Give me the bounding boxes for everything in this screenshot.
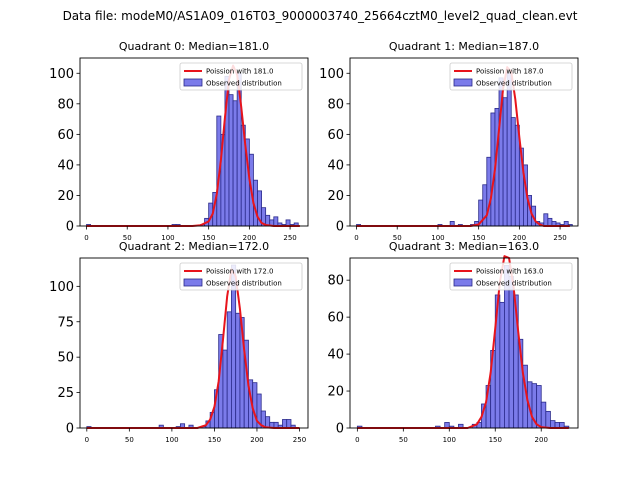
x-tick-label: 0 — [85, 436, 89, 444]
legend-box — [179, 262, 303, 291]
legend-bar-swatch — [453, 278, 473, 287]
x-tick-label: 200 — [513, 234, 526, 242]
axes-frame — [349, 257, 579, 429]
y-tick-label: 20 — [327, 385, 344, 400]
histogram-bar — [550, 420, 556, 429]
x-tick-label: 200 — [243, 234, 256, 242]
legend-box — [179, 62, 303, 91]
x-tick-label: 200 — [250, 436, 263, 444]
histogram-bar — [265, 416, 271, 429]
y-tick-label: 100 — [49, 280, 74, 295]
y-tick-label: 80 — [327, 274, 344, 289]
x-tick-label: 200 — [535, 436, 548, 444]
poisson-curve — [356, 66, 570, 227]
legend-label-poisson: Poission with 172.0 — [206, 268, 274, 276]
legend-bar-swatch — [183, 78, 203, 87]
y-tick-label: 50 — [57, 351, 74, 366]
x-tick-label: 50 — [399, 436, 408, 444]
x-tick-label: 50 — [393, 234, 402, 242]
quadrant-1-panel: Quadrant 1: Median=187.0 0 50 100 150 200 250 0… — [319, 40, 579, 242]
figure-title: Data file: modeM0/AS1A09_016T03_90000037… — [62, 9, 578, 23]
histogram-bar — [273, 216, 279, 227]
x-tick-label: 150 — [489, 436, 502, 444]
x-tick-label: 150 — [472, 234, 485, 242]
x-tick-label: 150 — [208, 436, 221, 444]
histogram-bar — [506, 72, 512, 227]
histogram-bar — [222, 349, 228, 429]
panel-title: Quadrant 0: Median=181.0 — [119, 40, 269, 53]
y-tick-label: 20 — [327, 189, 344, 204]
x-tick-label: 150 — [202, 234, 215, 242]
x-tick-label: 0 — [354, 234, 358, 242]
quadrant-0-panel: Quadrant 0: Median=181.0 0 50 100 150 200 250 0… — [49, 40, 309, 242]
histogram-bar — [502, 97, 508, 227]
y-tick-label: 100 — [319, 67, 344, 82]
histogram-bar — [235, 312, 241, 429]
histogram-bar — [232, 100, 238, 227]
histogram-bar — [510, 117, 516, 227]
y-tick-label: 60 — [327, 311, 344, 326]
x-tick-label: 250 — [553, 234, 566, 242]
x-tick-label: 50 — [123, 234, 132, 242]
histogram-bar — [536, 385, 542, 429]
y-tick-label: 75 — [57, 315, 74, 330]
quadrant-3-panel: Quadrant 3: Median=163.0 0 50 100 150 200 0 20 4… — [327, 240, 579, 444]
axes-frame — [79, 257, 309, 429]
y-tick-label: 0 — [336, 422, 344, 437]
y-tick-label: 40 — [327, 348, 344, 363]
axes-frame — [349, 57, 579, 227]
x-tick-label: 100 — [161, 234, 174, 242]
histogram-bar — [545, 410, 551, 429]
histogram-bar — [282, 419, 288, 429]
x-tick-label: 250 — [293, 436, 306, 444]
histogram-bar — [508, 276, 515, 429]
y-tick-label: 25 — [57, 386, 74, 401]
y-tick-label: 0 — [66, 220, 74, 235]
x-tick-label: 100 — [443, 436, 456, 444]
y-tick-label: 40 — [327, 158, 344, 173]
histogram-bar — [543, 213, 549, 227]
x-tick-label: 0 — [355, 436, 359, 444]
legend-label-observed: Observed distribution — [476, 80, 552, 88]
y-tick-label: 20 — [57, 189, 74, 204]
legend-bar-swatch — [183, 278, 203, 287]
poisson-curve — [357, 255, 569, 429]
quadrant-2-panel: Quadrant 2: Median=172.0 0 50 100 150 200 250 0… — [49, 240, 309, 444]
histogram-bar — [499, 301, 505, 429]
x-tick-label: 50 — [125, 436, 134, 444]
histogram-bar — [540, 401, 547, 429]
histogram-bar — [226, 311, 232, 429]
panel-title: Quadrant 1: Median=187.0 — [389, 40, 539, 53]
legend-box — [449, 262, 573, 291]
y-tick-label: 60 — [57, 128, 74, 143]
legend-label-observed: Observed distribution — [206, 80, 282, 88]
x-tick-label: 100 — [431, 234, 444, 242]
legend-label-poisson: Poission with 187.0 — [476, 68, 544, 76]
y-tick-label: 0 — [336, 220, 344, 235]
y-tick-label: 60 — [327, 128, 344, 143]
legend-label-observed: Observed distribution — [476, 280, 552, 288]
y-tick-label: 0 — [66, 422, 74, 437]
histogram-bar — [228, 94, 234, 227]
histogram-bar — [286, 419, 292, 429]
axes-frame — [79, 57, 309, 227]
y-tick-label: 100 — [49, 67, 74, 82]
poisson-curve — [86, 268, 300, 429]
y-tick-label: 80 — [57, 97, 74, 112]
x-tick-label: 0 — [84, 234, 88, 242]
y-tick-label: 80 — [327, 97, 344, 112]
histogram-bar — [547, 217, 553, 227]
legend-box — [449, 62, 573, 91]
legend-label-observed: Observed distribution — [206, 280, 282, 288]
x-tick-label: 250 — [283, 234, 296, 242]
panel-title: Quadrant 3: Median=163.0 — [389, 240, 539, 253]
x-tick-label: 100 — [165, 436, 178, 444]
legend-label-poisson: Poission with 163.0 — [476, 268, 544, 276]
legend-bar-swatch — [453, 78, 473, 87]
y-tick-label: 40 — [57, 158, 74, 173]
panel-title: Quadrant 2: Median=172.0 — [119, 240, 269, 253]
legend-label-poisson: Poission with 181.0 — [206, 68, 274, 76]
